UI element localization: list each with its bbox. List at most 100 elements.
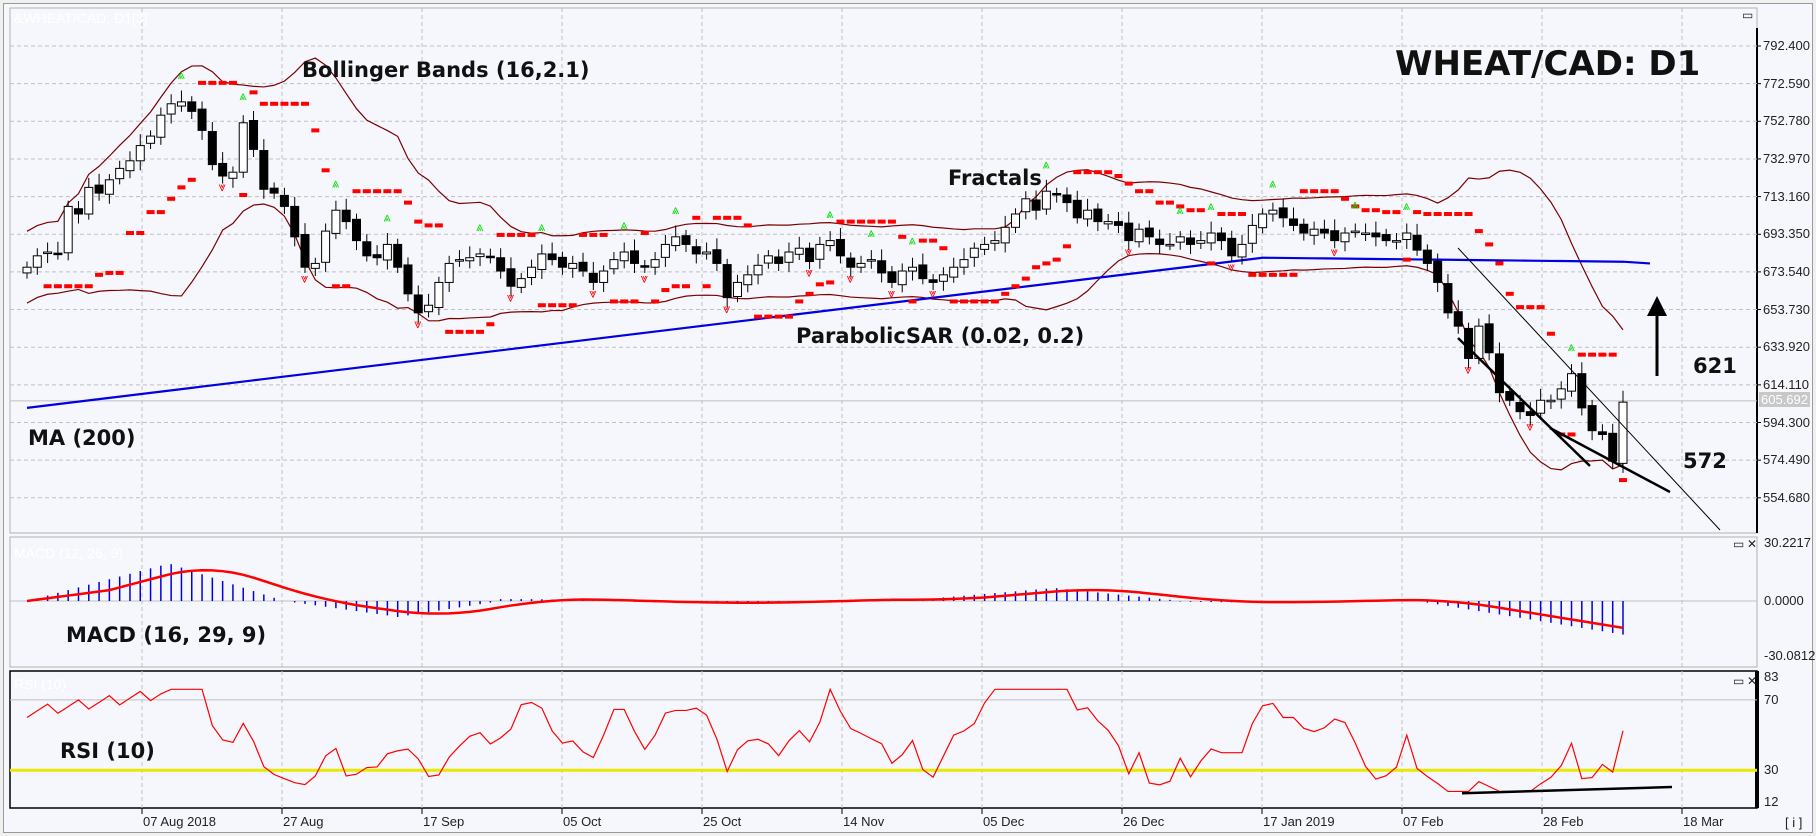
sar-dot: [53, 284, 62, 289]
sar-dot: [1104, 170, 1113, 175]
candle-body: [73, 208, 83, 215]
candle-body: [362, 241, 372, 257]
price-tick-label: 673.540: [1763, 263, 1810, 279]
candle-body: [691, 246, 701, 255]
price-tick-label: 614.110: [1763, 376, 1810, 392]
fractal-up-icon: ⩓: [909, 233, 917, 248]
date-tick-label: 25 Oct: [703, 814, 742, 829]
candle-body: [125, 160, 135, 172]
sar-dot: [949, 299, 958, 304]
sar-dot: [249, 90, 258, 95]
candle-body: [660, 243, 670, 258]
candle-body: [537, 253, 547, 271]
sar-dot: [486, 322, 495, 327]
fractal-up-icon: ⩓: [1176, 203, 1184, 218]
candle-body: [351, 218, 361, 242]
candle-body: [63, 205, 73, 254]
candle-body: [1577, 373, 1587, 409]
sar-dot: [1155, 200, 1164, 205]
candle-body: [218, 162, 228, 177]
candle-body: [619, 251, 629, 262]
candle-body: [1608, 432, 1618, 462]
candle-body: [578, 261, 588, 272]
fractal-up-icon: ⩓: [383, 211, 391, 226]
sar-dot: [228, 80, 237, 85]
candle-body: [918, 264, 928, 280]
sar-dot: [1052, 257, 1061, 262]
sar-dot: [167, 196, 176, 201]
candle-body: [43, 251, 53, 255]
candle-body: [166, 103, 176, 115]
candle-body: [32, 255, 42, 268]
candle-body: [1278, 207, 1288, 219]
candle-body: [722, 264, 732, 299]
candle-body: [1536, 399, 1546, 414]
sar-dot: [1371, 208, 1380, 213]
info-button[interactable]: [ i ]: [1785, 815, 1803, 830]
sar-dot: [156, 210, 165, 215]
sar-dot: [1238, 212, 1247, 217]
sar-dot: [1227, 212, 1236, 217]
candle-body: [228, 171, 238, 179]
candle-body: [815, 243, 825, 260]
candle-body: [1206, 232, 1216, 244]
sar-dot: [836, 219, 845, 224]
candle-body: [856, 262, 866, 268]
fractal-down-icon: ⩔: [929, 287, 936, 302]
sar-dot: [506, 232, 515, 237]
fractal-up-icon: ⩓: [1269, 176, 1277, 191]
candle-body: [1010, 213, 1020, 228]
fractal-down-icon: ⩔: [301, 271, 308, 286]
fractal-up-icon: ⩓: [1042, 157, 1050, 172]
maximize-icon[interactable]: ▭: [1742, 8, 1754, 22]
macd-header: MACD (12, 26, 9): [14, 545, 123, 561]
candle-body: [1330, 230, 1340, 242]
fractal-up-icon: ⩓: [672, 203, 680, 218]
candle-body: [774, 256, 784, 264]
price-tick-label: 633.920: [1763, 339, 1810, 355]
candle-body: [1597, 431, 1607, 435]
sar-dot: [1567, 432, 1576, 437]
rsi-maximize-icon[interactable]: ▭: [1733, 674, 1745, 688]
trendline-support-1: [1457, 337, 1591, 467]
candle-body: [1103, 221, 1113, 225]
sar-dot: [743, 223, 752, 228]
sar-dot: [1268, 272, 1277, 277]
sar-dot: [64, 284, 73, 289]
candle-body: [135, 145, 145, 162]
rsi-close-icon[interactable]: ✕: [1747, 674, 1758, 688]
sar-dot: [177, 185, 186, 190]
sar-dot: [383, 189, 392, 194]
candle-body: [1144, 227, 1154, 238]
macd-close-icon[interactable]: ✕: [1747, 537, 1758, 551]
rsi-tick-label: 30: [1764, 762, 1779, 778]
price-tick-label: 792.400: [1763, 38, 1810, 53]
sar-dot: [826, 280, 835, 285]
candle-body: [1391, 240, 1401, 243]
candle-body: [115, 167, 125, 180]
candle-body: [794, 247, 804, 255]
sar-dot: [280, 101, 289, 106]
rsi-header: RSI (10): [14, 676, 67, 692]
sar-dot: [1433, 212, 1442, 217]
candle-body: [1124, 222, 1134, 242]
sar-dot: [352, 189, 361, 194]
candle-body: [712, 249, 722, 264]
sar-dot: [846, 219, 855, 224]
sar-dot: [723, 215, 732, 220]
sar-dot: [496, 232, 505, 237]
candle-body: [928, 279, 938, 283]
rsi-tick-label: 83: [1764, 669, 1779, 684]
sar-dot: [434, 223, 443, 228]
sar-dot: [857, 219, 866, 224]
sar-dot: [1577, 352, 1586, 357]
candle-body: [825, 240, 835, 247]
candle-body: [1134, 228, 1144, 243]
sar-dot: [1114, 173, 1123, 178]
fractals-label: Fractals: [948, 166, 1042, 190]
macd-maximize-icon[interactable]: ▭: [1733, 537, 1745, 551]
sar-dot: [146, 210, 155, 215]
fractal-down-icon: ⩔: [806, 266, 813, 281]
